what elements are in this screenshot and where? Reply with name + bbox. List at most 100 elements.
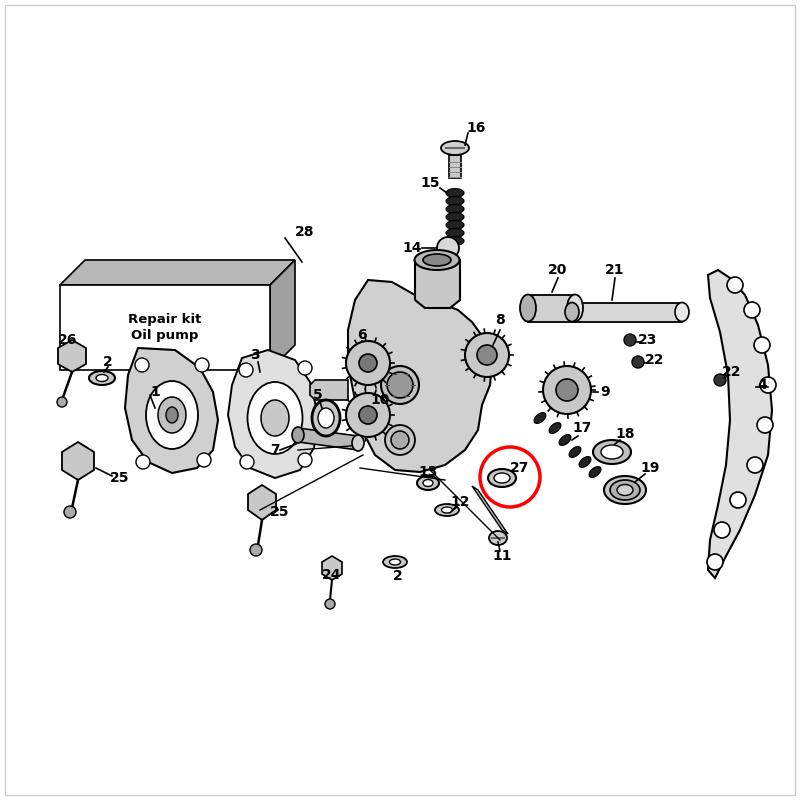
Ellipse shape <box>383 556 407 568</box>
Polygon shape <box>248 485 276 520</box>
Text: 7: 7 <box>270 443 280 457</box>
Polygon shape <box>572 303 682 322</box>
Ellipse shape <box>675 302 689 322</box>
Circle shape <box>760 377 776 393</box>
Ellipse shape <box>446 221 464 230</box>
Text: 25: 25 <box>110 471 130 485</box>
Polygon shape <box>472 486 508 534</box>
Ellipse shape <box>549 422 561 434</box>
Ellipse shape <box>593 440 631 464</box>
Ellipse shape <box>567 294 583 322</box>
Text: 4: 4 <box>757 378 767 392</box>
Ellipse shape <box>520 294 536 322</box>
Ellipse shape <box>381 366 419 404</box>
Polygon shape <box>415 260 460 308</box>
Ellipse shape <box>604 476 646 504</box>
Circle shape <box>714 522 730 538</box>
Circle shape <box>64 506 76 518</box>
Ellipse shape <box>146 381 198 449</box>
Ellipse shape <box>489 531 507 545</box>
Text: 11: 11 <box>492 549 512 563</box>
Circle shape <box>298 361 312 375</box>
Polygon shape <box>708 270 772 578</box>
Polygon shape <box>270 260 295 370</box>
Circle shape <box>346 393 390 437</box>
Ellipse shape <box>446 189 464 198</box>
Polygon shape <box>125 348 218 473</box>
Circle shape <box>744 302 760 318</box>
Text: 10: 10 <box>370 393 390 407</box>
Text: 12: 12 <box>450 495 470 509</box>
Text: 3: 3 <box>250 348 260 362</box>
Circle shape <box>556 379 578 401</box>
Ellipse shape <box>441 141 469 155</box>
Ellipse shape <box>534 413 546 423</box>
Polygon shape <box>449 155 461 178</box>
Circle shape <box>632 356 644 368</box>
Ellipse shape <box>446 229 464 238</box>
Circle shape <box>325 599 335 609</box>
Ellipse shape <box>417 476 439 490</box>
Polygon shape <box>60 285 270 370</box>
Circle shape <box>730 492 746 508</box>
Ellipse shape <box>390 559 401 565</box>
Text: 21: 21 <box>606 263 625 277</box>
Circle shape <box>136 455 150 469</box>
Ellipse shape <box>446 237 464 246</box>
Text: 26: 26 <box>58 333 78 347</box>
Polygon shape <box>62 442 94 480</box>
Ellipse shape <box>435 504 459 516</box>
Ellipse shape <box>261 400 289 436</box>
Text: 8: 8 <box>495 313 505 327</box>
Ellipse shape <box>292 427 304 443</box>
Text: 17: 17 <box>572 421 592 435</box>
Text: 22: 22 <box>722 365 742 379</box>
Circle shape <box>298 453 312 467</box>
Ellipse shape <box>569 446 581 458</box>
Polygon shape <box>298 428 358 450</box>
Polygon shape <box>348 280 492 472</box>
Ellipse shape <box>559 434 571 446</box>
Circle shape <box>477 345 497 365</box>
Circle shape <box>359 406 377 424</box>
Ellipse shape <box>446 213 464 222</box>
Circle shape <box>346 341 390 385</box>
Text: 2: 2 <box>103 355 113 369</box>
Polygon shape <box>322 556 342 580</box>
Ellipse shape <box>446 205 464 214</box>
Text: 16: 16 <box>466 121 486 135</box>
Circle shape <box>727 277 743 293</box>
Ellipse shape <box>589 466 601 478</box>
Text: 18: 18 <box>615 427 634 441</box>
Ellipse shape <box>158 397 186 433</box>
Polygon shape <box>528 295 575 322</box>
Text: 14: 14 <box>402 241 422 255</box>
Ellipse shape <box>391 431 409 449</box>
Ellipse shape <box>446 197 464 206</box>
Circle shape <box>135 358 149 372</box>
Text: 5: 5 <box>313 388 323 402</box>
Circle shape <box>437 237 459 259</box>
Ellipse shape <box>601 445 623 459</box>
Circle shape <box>465 333 509 377</box>
Ellipse shape <box>565 302 579 322</box>
Circle shape <box>359 354 377 372</box>
Text: 27: 27 <box>510 461 530 475</box>
Text: 13: 13 <box>418 465 438 479</box>
Circle shape <box>195 358 209 372</box>
Polygon shape <box>310 380 348 400</box>
Text: 1: 1 <box>150 385 160 399</box>
Text: 2: 2 <box>393 569 403 583</box>
Ellipse shape <box>610 480 640 500</box>
Circle shape <box>543 366 591 414</box>
Ellipse shape <box>312 400 340 436</box>
Text: 9: 9 <box>600 385 610 399</box>
Text: 6: 6 <box>357 328 367 342</box>
Ellipse shape <box>385 425 415 455</box>
Ellipse shape <box>352 435 364 451</box>
Ellipse shape <box>423 254 451 266</box>
Ellipse shape <box>442 507 453 513</box>
Circle shape <box>747 457 763 473</box>
Polygon shape <box>228 350 318 478</box>
Circle shape <box>197 453 211 467</box>
